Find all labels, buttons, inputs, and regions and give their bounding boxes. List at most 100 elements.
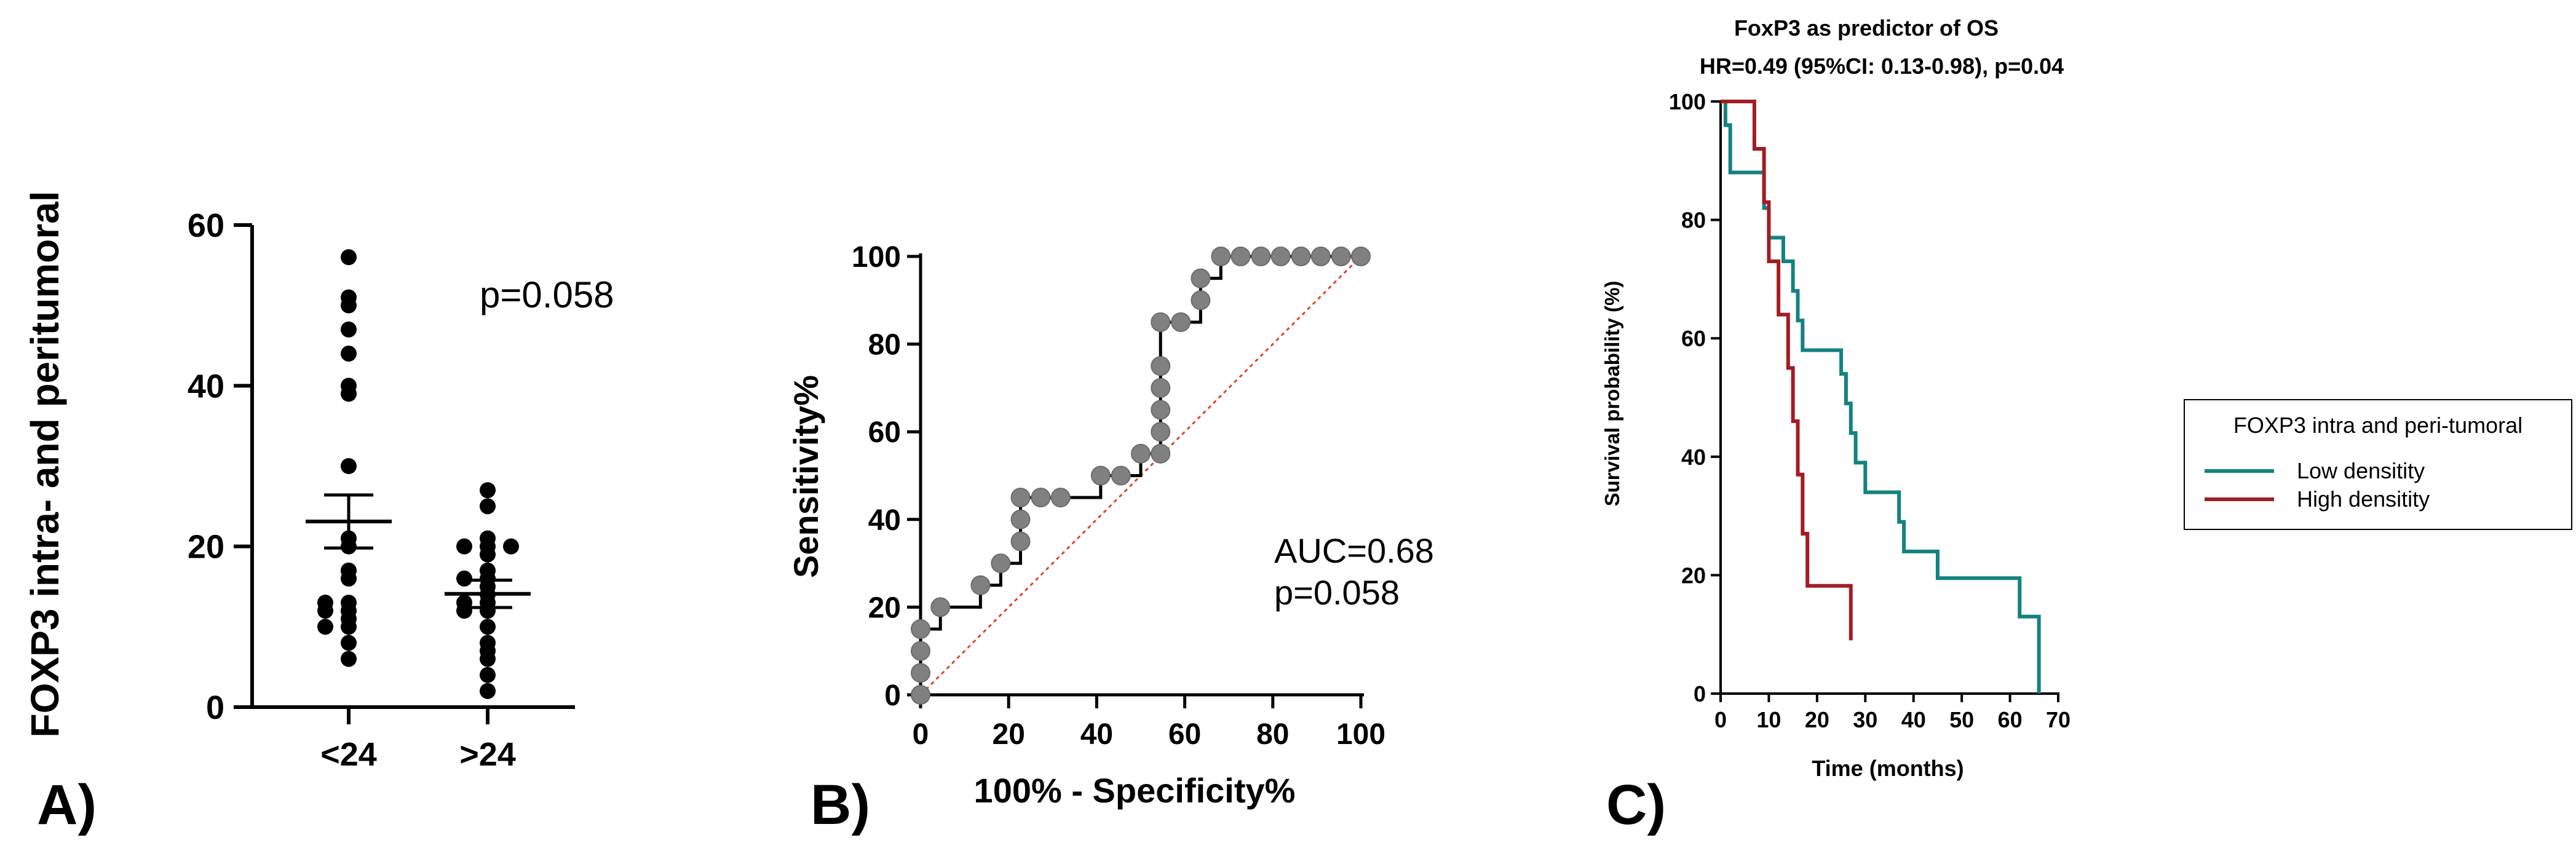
roc-point <box>1351 247 1371 266</box>
roc-point <box>911 663 930 683</box>
roc-point <box>1211 247 1231 266</box>
roc-point <box>911 685 930 705</box>
legend-label-low-density: Low densitity <box>2297 458 2425 483</box>
panel-c-y-tick-label: 0 <box>1694 681 1706 707</box>
roc-point <box>1031 488 1051 508</box>
panel-c-x-tick-label: 40 <box>1901 707 1926 732</box>
roc-point <box>930 597 951 617</box>
roc-point <box>911 619 930 639</box>
roc-point <box>911 641 930 661</box>
legend-title: FOXP3 intra and peri-tumoral <box>2233 413 2522 438</box>
panel-b-x-tick-label: 100 <box>1336 718 1385 751</box>
roc-point <box>1010 531 1031 552</box>
panel-c-y-label: Survival probability (%) <box>1601 281 1623 507</box>
panel-a-point <box>456 538 472 555</box>
panel-c-x-tick-label: 10 <box>1756 707 1781 732</box>
roc-point <box>1111 465 1131 486</box>
legend-box <box>2184 399 2572 530</box>
panel-b-y-label: Sensitivity% <box>787 375 825 578</box>
panel-a-point <box>456 603 472 619</box>
panel-b-y-tick-label: 100 <box>852 241 901 274</box>
panel-b-x-tick-label: 20 <box>993 718 1025 751</box>
roc-point <box>1231 247 1251 266</box>
panel-a-point <box>341 249 357 266</box>
panel-a-scatter: 0 20 40 60 <24 >24 FOXP3 intra- and peritumo… <box>23 191 614 773</box>
panel-b-x-label: 100% - Specificity% <box>974 771 1296 810</box>
roc-step-line <box>919 255 1361 695</box>
panel-c-x-tick-label: 70 <box>2046 707 2071 732</box>
panel-a-mean-bars <box>306 493 531 609</box>
survival-curve-high-density <box>1721 100 1853 641</box>
panel-a-point <box>341 570 357 587</box>
panel-c-x-label: Time (months) <box>1812 756 1964 781</box>
roc-point <box>1251 247 1271 266</box>
panel-a-point <box>480 667 496 683</box>
roc-point <box>1151 400 1171 420</box>
panel-c-y-tick-label: 20 <box>1681 563 1706 588</box>
panel-c-x-tick-label: 20 <box>1805 707 1829 732</box>
panel-a-x-tick-label: >24 <box>459 736 516 773</box>
panel-a-point <box>480 683 496 699</box>
panel-c-y-tick-label: 100 <box>1669 89 1706 114</box>
roc-point <box>970 575 991 595</box>
survival-legend: FOXP3 intra and peri-tumoral Low densiti… <box>2184 399 2572 530</box>
panel-a-point <box>480 498 496 515</box>
panel-c-title: FoxP3 as predictor of OS <box>1734 15 1999 41</box>
roc-point <box>1151 422 1171 442</box>
survival-curve-low-density <box>1721 100 2041 694</box>
roc-point <box>1331 247 1351 266</box>
panel-b-y-tick-label: 40 <box>868 504 901 537</box>
panel-a-point <box>480 619 496 635</box>
panel-c-y-tick-label: 80 <box>1681 208 1706 233</box>
panel-c-y-tick-label: 40 <box>1681 445 1706 470</box>
panel-c-y-tick-label: 60 <box>1681 326 1706 351</box>
panel-a-point <box>341 346 357 362</box>
panel-a-y-tick-label: 0 <box>206 689 224 726</box>
panel-b-axes: 0 20 40 60 80 100 0 20 40 60 80 100 <box>852 241 1385 751</box>
panel-a-p-value: p=0.058 <box>480 274 614 315</box>
roc-point <box>1151 356 1171 376</box>
roc-point <box>1191 290 1211 311</box>
panel-c-x-tick-label: 60 <box>1998 707 2023 732</box>
panel-a-point <box>341 651 357 667</box>
roc-point <box>1010 509 1031 529</box>
panel-label-b: B) <box>810 774 870 836</box>
panel-b-y-tick-label: 60 <box>868 416 901 449</box>
legend-label-high-density: High densitity <box>2297 486 2430 512</box>
panel-a-point <box>341 635 357 651</box>
panel-b-p-value: p=0.058 <box>1274 573 1400 612</box>
panel-b-y-tick-label: 80 <box>868 329 901 362</box>
panel-a-y-tick-label: 20 <box>188 529 224 566</box>
roc-point <box>1050 488 1071 508</box>
panel-a-y-label: FOXP3 intra- and peritumoral <box>23 191 67 737</box>
panel-a-point <box>341 619 357 635</box>
panel-b-x-tick-label: 40 <box>1080 718 1113 751</box>
panel-b-y-tick-label: 0 <box>884 679 901 712</box>
panel-b-x-tick-label: 80 <box>1256 718 1289 751</box>
panel-a-y-tick-label: 40 <box>188 368 224 405</box>
panel-b-auc: AUC=0.68 <box>1274 531 1434 570</box>
panel-a-y-tick-label: 60 <box>188 207 224 244</box>
panel-a-point <box>341 297 357 314</box>
panel-a-x-axis: <24 >24 <box>252 705 575 773</box>
panel-b-x-tick-label: 0 <box>913 718 929 751</box>
roc-point <box>991 553 1011 574</box>
roc-point <box>1310 247 1331 266</box>
panel-a-point <box>503 538 519 555</box>
roc-point <box>1131 443 1151 464</box>
panel-a-point <box>341 321 357 338</box>
roc-point <box>1191 268 1211 288</box>
panel-b-x-tick-label: 60 <box>1168 718 1201 751</box>
panel-a-point <box>341 386 357 402</box>
panel-b-y-tick-label: 20 <box>868 592 901 624</box>
panel-c-x-tick-label: 50 <box>1949 707 1974 732</box>
roc-point <box>1090 465 1111 486</box>
panel-b-roc: 0 20 40 60 80 100 0 20 40 60 80 100 100% - Specific… <box>787 241 1434 810</box>
panel-c-x-tick-label: 0 <box>1714 707 1727 732</box>
roc-point <box>1291 247 1311 266</box>
panel-a-point <box>456 570 472 587</box>
panel-a-point <box>480 482 496 499</box>
panel-a-point <box>317 603 333 619</box>
roc-point <box>1151 378 1171 398</box>
